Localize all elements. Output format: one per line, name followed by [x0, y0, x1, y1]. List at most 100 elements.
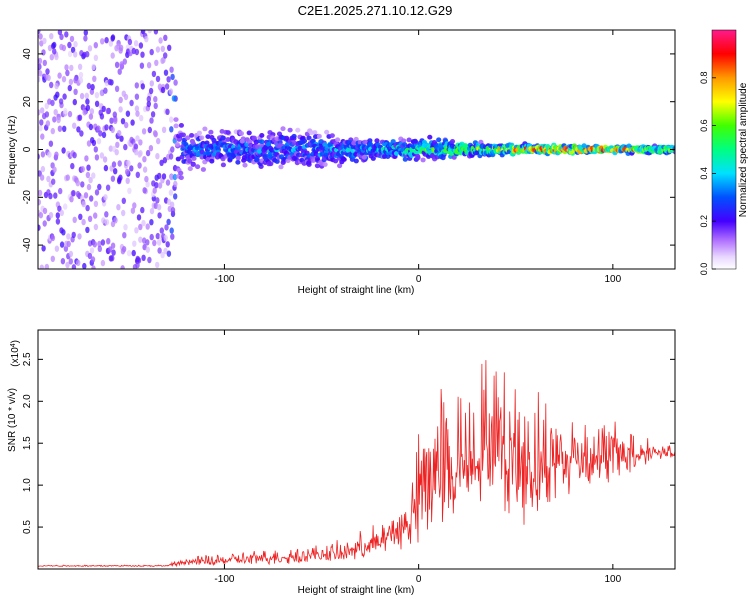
spectrogram-blob [108, 246, 113, 253]
spectrogram-blob [295, 127, 301, 133]
spectrogram-blob [104, 37, 109, 44]
spectrogram-blob [161, 126, 167, 133]
spectrogram-blob [110, 126, 115, 133]
spectrogram-blob [138, 236, 143, 243]
spectrogram-blob [238, 131, 244, 136]
spectrogram-blob [235, 159, 241, 165]
spectrogram-blob [291, 133, 297, 139]
spectrogram-blob [91, 172, 96, 179]
spectrogram-blob [205, 134, 211, 140]
spectrogram-blob [106, 237, 111, 245]
spectrogram-blob [103, 194, 108, 201]
spectrogram-blob [90, 83, 95, 91]
spectrogram-blob [110, 34, 116, 41]
spectrogram-blob [99, 152, 105, 159]
spectrogram-blob [255, 144, 261, 150]
spectrogram-blob [138, 42, 144, 49]
spectrogram-blob [178, 170, 184, 176]
spectrogram-blob [153, 202, 158, 209]
spectrogram-blob [114, 85, 120, 93]
spectrogram-blob [84, 155, 89, 162]
spectrogram-blob [257, 148, 263, 154]
spectrogram-blob [134, 105, 140, 112]
spectrogram-blob [77, 63, 83, 70]
snr-scale-exponent: 4 [10, 343, 17, 347]
spectrogram-blob [100, 259, 106, 267]
spectrogram-blob [149, 117, 154, 124]
colorbar-tick-label: 0.4 [699, 167, 709, 180]
spectrogram-blob [412, 138, 418, 144]
spectrogram-blob [114, 61, 120, 68]
colorbar: 0.0 0.2 0.4 0.6 0.8 Normalized spectral ampl… [699, 29, 749, 276]
spectrogram-blob [90, 256, 96, 263]
spectrogram-blob [131, 249, 136, 257]
spectrogram-blob [163, 52, 168, 59]
spectrogram-blob [123, 224, 128, 231]
spectrogram-blob [310, 158, 316, 163]
figure-title: C2E1.2025.271.10.12.G29 [297, 3, 453, 18]
spectrogram-blob [134, 82, 139, 89]
spectrogram-blob [123, 93, 129, 101]
y-tick-label: 1.5 [22, 436, 33, 450]
spectrogram-blob [110, 175, 116, 182]
spectrogram-blob [45, 120, 51, 127]
colorbar-tick-label: 0.0 [699, 263, 709, 276]
spectrogram-blob [44, 264, 49, 269]
spectrogram-blob [123, 143, 128, 151]
spectrogram-blob [319, 145, 325, 150]
spectrogram-blob [157, 247, 162, 254]
spectrogram-blob [60, 258, 66, 265]
spectrogram-blob [367, 138, 373, 144]
spectrogram-blob [119, 61, 124, 68]
spectrogram-blob [118, 174, 123, 181]
spectrogram-blob [86, 82, 92, 90]
spectrogram-blob [72, 122, 77, 129]
spectrogram-blob [163, 234, 168, 242]
spectrogram-blob [42, 220, 47, 227]
y-tick-label: 1.0 [22, 478, 33, 492]
spectrogram-blob [157, 212, 162, 219]
y-tick-label: -40 [22, 237, 33, 252]
spectrogram-blob [220, 135, 226, 141]
spectrogram-blob [121, 197, 127, 204]
spectrogram-blob [66, 240, 71, 248]
spectrogram-blob [276, 143, 282, 149]
spectrogram-blob [87, 215, 93, 222]
spectrogram-blob [122, 58, 128, 65]
spectrogram-blob [69, 196, 74, 203]
spectrogram-blob [89, 195, 94, 202]
x-tick-label: 0 [416, 274, 422, 285]
spectrogram-blob [144, 36, 149, 43]
spectrogram-blob [94, 92, 100, 99]
spectrogram-blob [42, 37, 47, 45]
spectrogram-blob [124, 168, 130, 176]
spectrogram-blob [312, 130, 318, 135]
spectrogram-blob [301, 138, 308, 144]
spectrogram-blob [59, 33, 64, 41]
spectrogram-blob [85, 51, 90, 58]
spectrogram-blob [225, 137, 231, 142]
spectrogram-blob [91, 63, 96, 71]
spectrogram-blob [52, 41, 57, 49]
spectrogram-blob [49, 54, 54, 61]
spectrogram-blob [44, 102, 49, 110]
spectrogram-blob [48, 140, 54, 147]
spectrogram-blob [427, 134, 433, 140]
spectrogram-blob [88, 176, 93, 184]
spectrogram-blob [79, 130, 84, 137]
svg-text:(x104): (x104) [10, 340, 22, 367]
spectrogram-blob [171, 95, 177, 102]
spectrogram-blob [38, 30, 41, 35]
spectrogram-blob [39, 174, 45, 181]
spectrogram-blob [71, 231, 76, 239]
spectrogram-blob [316, 133, 322, 139]
spectrogram-blob [40, 165, 46, 173]
spectrogram-blob [149, 48, 154, 56]
spectrogram-blob [112, 111, 118, 118]
spectrogram-blob [173, 117, 179, 122]
spectrogram-blob [242, 162, 248, 168]
spectrogram-blob [353, 136, 359, 142]
spectrogram-blob [333, 158, 339, 164]
spectrogram-blob [67, 41, 72, 49]
spectrogram-blob [145, 223, 150, 230]
